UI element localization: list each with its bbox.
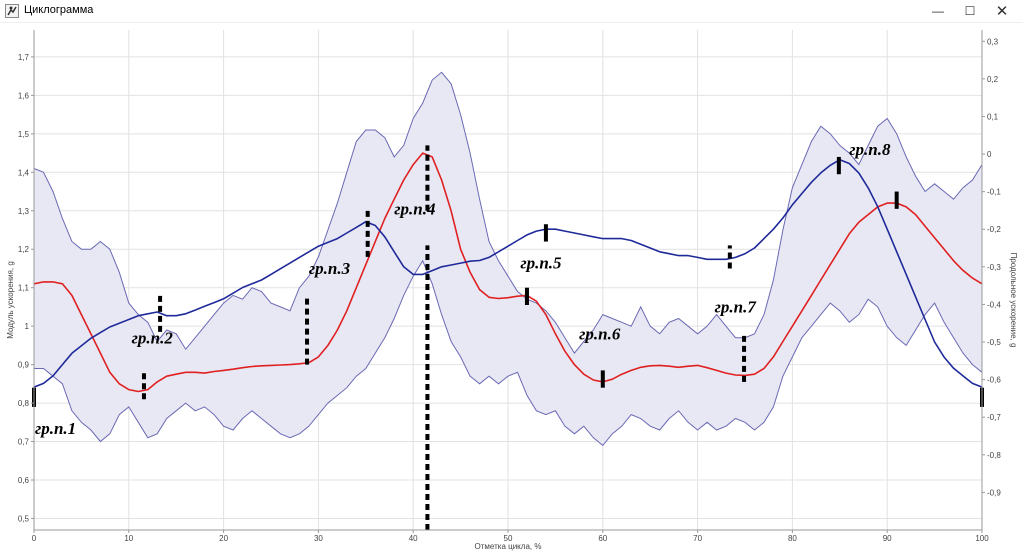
y-tick-label-right: -0,8 <box>987 451 1001 460</box>
x-axis-label: Отметка цикла, % <box>475 542 542 551</box>
y-tick-label-left: 1 <box>25 322 30 331</box>
std-band <box>33 71 983 447</box>
y-tick-label-right: -0,9 <box>987 488 1001 497</box>
phase-annotation: гр.п.4 <box>394 200 435 219</box>
phase-annotation: гр.п.1 <box>35 419 76 438</box>
x-tick-label: 90 <box>883 534 892 543</box>
x-tick-label: 80 <box>788 534 797 543</box>
series-lines <box>33 152 983 393</box>
x-tick-label: 10 <box>124 534 133 543</box>
y-tick-label-right: 0 <box>987 150 992 159</box>
y-tick-label-left: 0,6 <box>18 476 30 485</box>
y-tick-label-right: 0,1 <box>987 112 999 121</box>
maximize-icon: ☐ <box>964 4 976 18</box>
y-tick-label-right: -0,4 <box>987 300 1001 309</box>
y-tick-label-left: 1,3 <box>18 207 30 216</box>
minimize-icon: — <box>932 4 944 18</box>
phase-markers <box>32 145 984 530</box>
x-tick-label: 60 <box>598 534 607 543</box>
y-tick-label-left: 1,2 <box>18 245 30 254</box>
x-tick-label: 100 <box>975 534 989 543</box>
y-tick-label-right: -0,6 <box>987 376 1001 385</box>
app-icon <box>5 4 19 18</box>
phase-annotation: гр.п.5 <box>520 253 562 272</box>
phase-annotation: гр.п.6 <box>579 325 621 344</box>
std-band-upper <box>33 71 983 354</box>
phase-annotation: гр.п.8 <box>849 140 891 159</box>
y-tick-label-right: 0,3 <box>987 37 999 46</box>
phase-annotations: гр.п.1 гр.п.2 гр.п.3 гр.п.4 гр.п.5 гр.п.6 гр.п… <box>35 140 891 438</box>
x-tick-label: 20 <box>219 534 228 543</box>
cyclogram-chart: 0 10 20 30 40 50 60 70 80 90 100 0,5 0,6 0,7 0,8 0,9 1 1,… <box>6 30 1018 551</box>
y-tick-label-left: 0,9 <box>18 361 30 370</box>
y-tick-label-right: -0,5 <box>987 338 1001 347</box>
y-tick-label-left: 1,5 <box>18 130 30 139</box>
y-tick-label-left: 1,6 <box>18 91 30 100</box>
axes: 0 10 20 30 40 50 60 70 80 90 100 0,5 0,6 0,7 0,8 0,9 1 1,… <box>18 30 1001 543</box>
std-band-fill <box>34 72 982 446</box>
phase-annotation: гр.п.3 <box>309 259 351 278</box>
x-tick-label: 0 <box>32 534 37 543</box>
y-tick-label-left: 0,7 <box>18 438 30 447</box>
x-tick-label: 40 <box>409 534 418 543</box>
title-bar: Циклограмма — ☐ ✕ <box>0 0 1023 23</box>
x-tick-label: 50 <box>504 534 513 543</box>
y-tick-label-left: 1,1 <box>18 284 30 293</box>
close-button[interactable]: ✕ <box>987 0 1017 22</box>
minimize-button[interactable]: — <box>923 0 953 22</box>
y-tick-label-right: -0,7 <box>987 413 1001 422</box>
maximize-button[interactable]: ☐ <box>955 0 985 22</box>
longitudinal-acceleration-line <box>33 158 983 388</box>
acceleration-modulus-line <box>33 152 983 393</box>
phase-annotation: гр.п.7 <box>715 298 758 317</box>
x-tick-label: 30 <box>314 534 323 543</box>
y-tick-label-left: 1,4 <box>18 168 30 177</box>
y-tick-label-left: 1,7 <box>18 53 30 62</box>
y-tick-label-left: 0,5 <box>18 514 30 523</box>
y-tick-label-right: 0,2 <box>987 75 999 84</box>
y-tick-label-right: -0,2 <box>987 225 1001 234</box>
close-icon: ✕ <box>995 3 1009 20</box>
y-axis-label-left: Модуль ускорения, g <box>6 261 15 339</box>
y-tick-label-right: -0,3 <box>987 263 1001 272</box>
y-tick-label-right: -0,1 <box>987 188 1001 197</box>
x-tick-label: 70 <box>693 534 702 543</box>
window-title: Циклограмма <box>24 4 94 16</box>
std-band-lower <box>34 259 983 447</box>
phase-annotation: гр.п.2 <box>132 328 174 347</box>
y-axis-label-right: Продольное ускорение, g <box>1009 253 1018 348</box>
y-tick-label-left: 0,8 <box>18 399 30 408</box>
